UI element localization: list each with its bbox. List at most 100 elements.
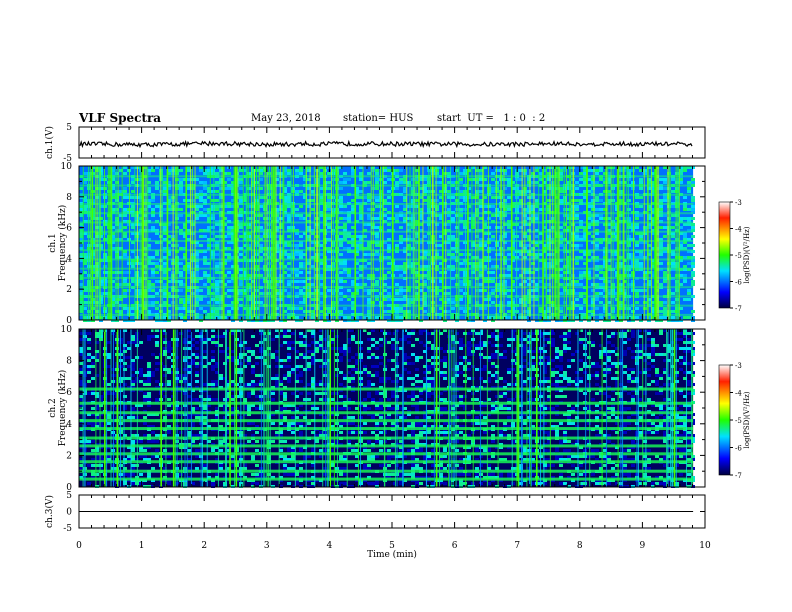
- spectrogram-cell: [487, 271, 491, 274]
- y-tick-label: -5: [63, 154, 72, 164]
- spectrogram-cell: [507, 247, 511, 250]
- station-label: station= HUS: [343, 113, 414, 124]
- spectrogram-cell: [307, 166, 311, 169]
- spectrogram-cell: [215, 413, 219, 416]
- spectrogram-cell: [387, 229, 391, 232]
- sferic-line: [521, 166, 523, 320]
- spectrogram-cell: [283, 253, 287, 256]
- spectrogram-cell: [503, 256, 507, 259]
- hum-band: [79, 295, 694, 298]
- spectrogram-cell: [563, 199, 567, 202]
- spectrogram-cell: [131, 482, 135, 485]
- spectrogram-cell: [563, 244, 567, 247]
- spectrogram-cell: [659, 310, 663, 313]
- spectrogram-cell: [143, 271, 147, 274]
- spectrogram-cell: [247, 259, 251, 262]
- spectrogram-cell: [591, 250, 595, 253]
- spectrogram-cell: [79, 274, 83, 277]
- spectrogram-cell: [155, 413, 159, 416]
- spectrogram-cell: [119, 229, 123, 232]
- spectrogram-cell: [195, 280, 199, 283]
- spectrogram-cell: [527, 307, 531, 310]
- spectrogram-cell: [595, 292, 599, 295]
- spectrogram-cell: [435, 169, 439, 172]
- spectrogram-cell: [407, 289, 411, 292]
- spectrogram-cell: [283, 359, 287, 362]
- spectrogram-cell: [599, 292, 603, 295]
- spectrogram-cell: [239, 226, 243, 229]
- spectrogram-cell: [115, 223, 119, 226]
- spectrogram-cell: [199, 169, 203, 172]
- spectrogram-cell: [123, 458, 127, 461]
- sferic-line: [546, 166, 548, 320]
- spectrogram-cell: [319, 259, 323, 262]
- spectrogram-cell: [187, 205, 191, 208]
- spectrogram-cell: [307, 229, 311, 232]
- sferic-line: [292, 166, 294, 320]
- spectrogram-cell: [99, 446, 103, 449]
- spectrogram-cell: [223, 187, 227, 190]
- spectrogram-cell: [583, 166, 587, 169]
- spectrogram-cell: [435, 223, 439, 226]
- spectrogram-cell: [251, 458, 255, 461]
- hum-band: [79, 239, 694, 242]
- spectrogram-cell: [207, 398, 211, 401]
- spectrogram-cell: [115, 208, 119, 211]
- spectrogram-cell: [647, 214, 651, 217]
- spectrogram-cell: [507, 166, 511, 169]
- spectrogram-cell: [663, 310, 667, 313]
- spectrogram-cell: [167, 350, 171, 353]
- spectrogram-cell: [691, 217, 695, 220]
- spectrogram-cell: [223, 440, 227, 443]
- spectrogram-cell: [579, 178, 583, 181]
- spectrogram-cell: [123, 356, 127, 359]
- spectrogram-cell: [211, 232, 215, 235]
- spectrogram-cell: [363, 196, 367, 199]
- spectrogram-cell: [203, 214, 207, 217]
- spectrogram-cell: [203, 271, 207, 274]
- spectrogram-cell: [207, 289, 211, 292]
- spectrogram-cell: [127, 455, 131, 458]
- spectrogram-cell: [387, 292, 391, 295]
- spectrogram-cell: [215, 371, 219, 374]
- spectrogram-cell: [403, 196, 407, 199]
- spectrogram-cell: [303, 280, 307, 283]
- sferic-line: [477, 166, 479, 320]
- spectrogram-cell: [543, 169, 547, 172]
- spectrogram-cell: [215, 289, 219, 292]
- spectrogram-cell: [279, 416, 283, 419]
- spectrogram-cell: [463, 280, 467, 283]
- spectrogram-cell: [307, 247, 311, 250]
- sferic-line: [213, 166, 215, 320]
- spectrogram-cell: [279, 335, 283, 338]
- spectrogram-cell: [259, 244, 263, 247]
- spectrogram-cell: [147, 262, 151, 265]
- spectrogram-cell: [251, 380, 255, 383]
- spectrogram-cell: [407, 265, 411, 268]
- spectrogram-cell: [287, 214, 291, 217]
- spectrogram-cell: [87, 464, 91, 467]
- spectrogram-cell: [251, 383, 255, 386]
- spectrogram-cell: [163, 350, 167, 353]
- spectrogram-cell: [643, 229, 647, 232]
- spectrogram-cell: [83, 301, 87, 304]
- spectrogram-cell: [443, 271, 447, 274]
- spectrogram-cell: [563, 265, 567, 268]
- spectrogram-cell: [647, 271, 651, 274]
- spectrogram-cell: [543, 265, 547, 268]
- spectrogram-cell: [79, 208, 83, 211]
- spectrogram-cell: [139, 292, 143, 295]
- spectrogram-cell: [287, 329, 291, 332]
- spectrogram-cell: [247, 283, 251, 286]
- spectrogram-cell: [187, 386, 191, 389]
- spectrogram-cell: [651, 232, 655, 235]
- spectrogram-cell: [223, 223, 227, 226]
- spectrogram-cell: [219, 229, 223, 232]
- spectrogram-cell: [327, 196, 331, 199]
- spectrogram-cell: [683, 169, 687, 172]
- spectrogram-cell: [639, 265, 643, 268]
- spectrogram-cell: [91, 392, 95, 395]
- spectrogram-cell: [131, 208, 135, 211]
- sferic-line: [456, 166, 458, 320]
- spectrogram-cell: [327, 199, 331, 202]
